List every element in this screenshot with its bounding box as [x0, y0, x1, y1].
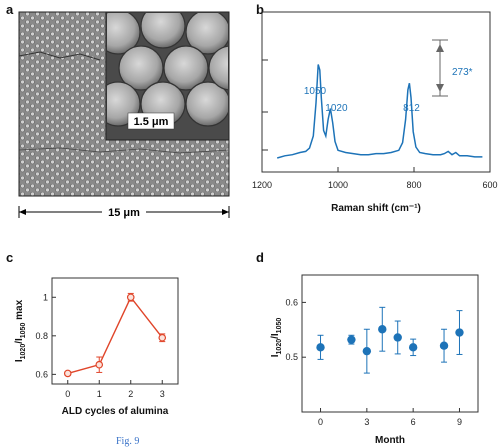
peak-label: 1050	[304, 86, 327, 97]
x-tick-label: 1200	[252, 180, 272, 190]
data-point	[378, 325, 387, 334]
inset-sphere	[96, 10, 140, 54]
ylabel: I1020/I1050	[270, 318, 283, 358]
data-point	[63, 369, 72, 378]
panel-a-label: a	[6, 2, 14, 17]
peak-label: 812	[403, 103, 420, 114]
x-tick-label: 3	[364, 417, 369, 427]
chart-d: 0 3 6 9 0.5 0.6 I1020/I1050 Month	[270, 274, 479, 446]
data-point	[455, 328, 464, 337]
y-tick-label: 0.5	[285, 352, 298, 362]
y-tick-label: 0.6	[35, 369, 48, 379]
data-point	[126, 293, 135, 302]
x-axis-label: ALD cycles of alumina	[62, 406, 169, 417]
x-tick-label: 1000	[328, 180, 348, 190]
inset-sphere	[186, 10, 230, 54]
data-point	[362, 346, 372, 356]
x-tick-label: 2	[128, 389, 133, 399]
x-tick-label: 9	[457, 417, 462, 427]
data-point	[408, 343, 418, 352]
chart-b: 1200 1000 800 600 1050 1020 812 273* Raman shift…	[252, 11, 498, 214]
panel-a-inset: 1.5 μm	[96, 4, 253, 141]
x-tick-label: 6	[411, 417, 416, 427]
x-axis-label: Month	[375, 435, 405, 446]
data-point	[393, 333, 402, 342]
raman-spectrum-line	[276, 64, 483, 159]
panel-b-label: b	[256, 2, 264, 17]
inset-sphere	[186, 82, 230, 126]
figure-caption: Fig. 9	[116, 436, 139, 447]
main-scale-label: 15 μm	[108, 207, 140, 219]
x-tick-label: 600	[482, 180, 497, 190]
panel-d-label: d	[256, 250, 264, 265]
inset-sphere	[209, 46, 253, 90]
scale-bar-label: 273*	[452, 67, 473, 78]
data-point	[95, 360, 104, 369]
y-tick-label: 0.8	[35, 331, 48, 341]
x-tick-label: 0	[65, 389, 70, 399]
x-tick-label: 0	[318, 417, 323, 427]
data-point	[316, 343, 325, 352]
data-point	[158, 333, 167, 342]
x-tick-label: 3	[160, 389, 165, 399]
inset-sphere	[164, 46, 208, 90]
scale-arrow-down	[436, 84, 444, 92]
ylabel: I1020/I1050 max	[14, 299, 27, 362]
chart-c: 0 1 2 3 0.6 0.8 1 I1020/I1050 max ALD cycles of …	[14, 277, 179, 417]
data-point	[439, 341, 449, 350]
inset-sphere	[119, 46, 163, 90]
inset-scale-label: 1.5 μm	[134, 116, 169, 128]
series-line	[67, 295, 163, 375]
plot-frame	[51, 277, 179, 385]
y-tick-label: 0.6	[285, 297, 298, 307]
panel-a-scalebar: 15 μm	[18, 205, 230, 219]
plot-frame	[301, 274, 479, 413]
data-point	[347, 335, 356, 344]
inset-sphere	[141, 4, 185, 48]
peak-label: 1020	[325, 103, 348, 114]
x-axis-label: Raman shift (cm⁻¹)	[331, 203, 421, 214]
y-tick-label: 1	[43, 292, 48, 302]
x-tick-label: 800	[406, 180, 421, 190]
scale-arrow-up	[436, 44, 444, 52]
x-tick-label: 1	[97, 389, 102, 399]
panel-c-label: c	[6, 250, 13, 265]
plot-frame	[261, 11, 491, 173]
